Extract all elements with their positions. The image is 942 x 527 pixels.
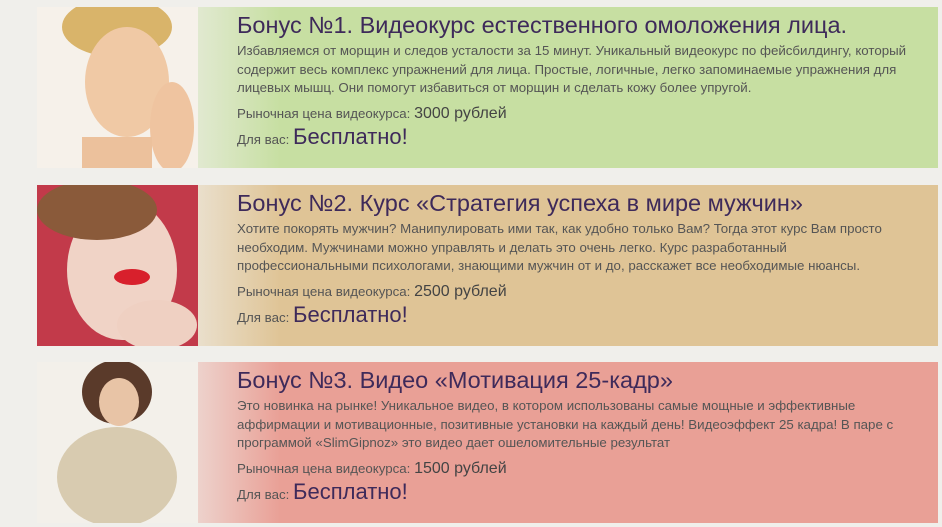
for-you-label: Для вас: xyxy=(237,309,290,325)
bonus-title: Бонус №3. Видео «Мотивация 25-кадр» xyxy=(237,367,673,393)
for-you-label: Для вас: xyxy=(237,131,290,147)
bonus-title: Бонус №2. Курс «Стратегия успеха в мире … xyxy=(237,190,803,216)
market-price: 2500 рублей xyxy=(414,282,507,300)
market-price: 1500 рублей xyxy=(414,459,507,477)
bonus-3: Бонус №3. Видео «Мотивация 25-кадр» Это … xyxy=(0,362,938,523)
bonus-band xyxy=(150,7,938,168)
bonus-1: Бонус №1. Видеокурс естественного омолож… xyxy=(0,7,938,168)
bonus-description: Это новинка на рынке! Уникальное видео, … xyxy=(237,398,894,451)
for-you-label: Для вас: xyxy=(237,486,290,502)
free-price: Бесплатно! xyxy=(293,478,408,504)
woman-red-lips-photo xyxy=(37,185,198,346)
bonus-description: Избавляемся от морщин и следов усталости… xyxy=(237,43,907,96)
woman-face-photo xyxy=(37,7,198,168)
bonus-title: Бонус №1. Видеокурс естественного омолож… xyxy=(237,12,848,38)
bonus-2: Бонус №2. Курс «Стратегия успеха в мире … xyxy=(0,185,938,346)
price-label: Рыночная цена видеокурса: xyxy=(237,283,411,299)
bonus-band xyxy=(150,362,938,523)
woman-sweater-photo xyxy=(37,362,198,523)
bonus-band xyxy=(150,185,938,346)
price-label: Рыночная цена видеокурса: xyxy=(237,460,411,476)
price-label: Рыночная цена видеокурса: xyxy=(237,105,411,121)
market-price: 3000 рублей xyxy=(414,104,507,122)
free-price: Бесплатно! xyxy=(293,123,408,149)
free-price: Бесплатно! xyxy=(293,301,408,327)
bonus-description: Хотите покорять мужчин? Манипулировать и… xyxy=(237,221,882,274)
